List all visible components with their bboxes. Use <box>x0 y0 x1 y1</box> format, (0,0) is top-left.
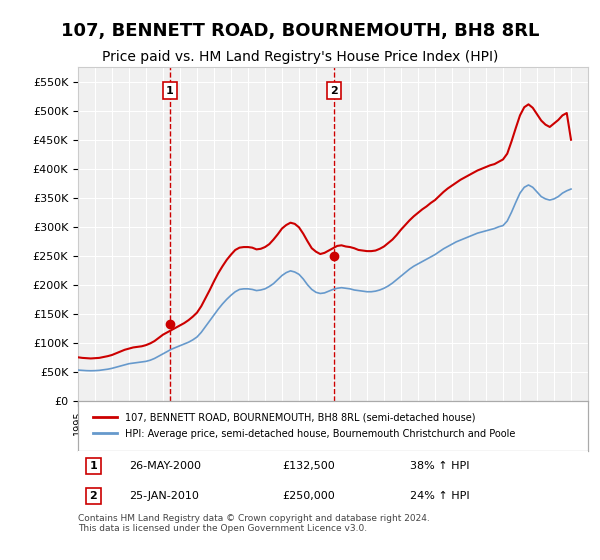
Text: 26-MAY-2000: 26-MAY-2000 <box>129 461 201 471</box>
Text: Contains HM Land Registry data © Crown copyright and database right 2024.
This d: Contains HM Land Registry data © Crown c… <box>78 514 430 533</box>
Text: 38% ↑ HPI: 38% ↑ HPI <box>409 461 469 471</box>
Legend: 107, BENNETT ROAD, BOURNEMOUTH, BH8 8RL (semi-detached house), HPI: Average pric: 107, BENNETT ROAD, BOURNEMOUTH, BH8 8RL … <box>88 408 520 444</box>
Text: 2: 2 <box>89 491 97 501</box>
Text: 24% ↑ HPI: 24% ↑ HPI <box>409 491 469 501</box>
Text: 25-JAN-2010: 25-JAN-2010 <box>129 491 199 501</box>
Text: Price paid vs. HM Land Registry's House Price Index (HPI): Price paid vs. HM Land Registry's House … <box>102 50 498 64</box>
Text: 107, BENNETT ROAD, BOURNEMOUTH, BH8 8RL: 107, BENNETT ROAD, BOURNEMOUTH, BH8 8RL <box>61 22 539 40</box>
Text: £132,500: £132,500 <box>282 461 335 471</box>
Text: 1: 1 <box>89 461 97 471</box>
Text: 2: 2 <box>331 86 338 96</box>
Text: 1: 1 <box>166 86 173 96</box>
Text: £250,000: £250,000 <box>282 491 335 501</box>
